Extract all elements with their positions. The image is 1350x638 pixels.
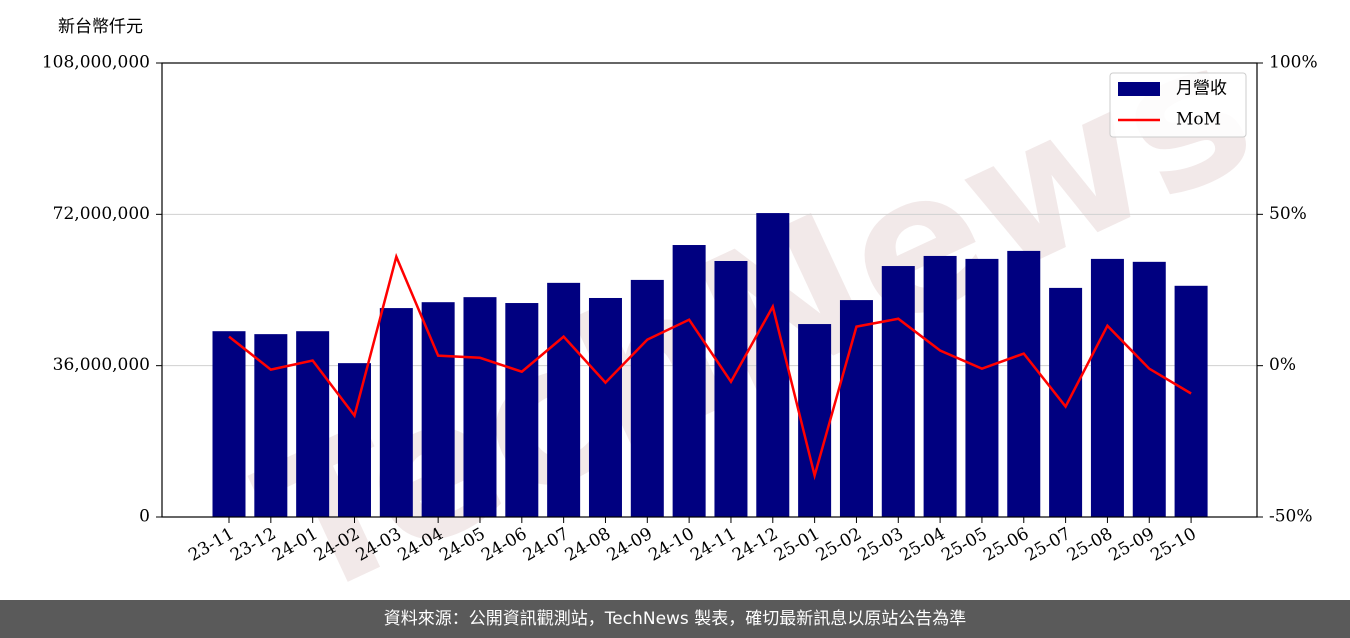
bar [630, 279, 664, 517]
bar [337, 363, 371, 517]
bar [1007, 250, 1041, 517]
bar [1049, 287, 1083, 517]
bar [965, 258, 999, 517]
x-tick-label: 23-12 [227, 524, 279, 566]
x-tick-label: 24-12 [729, 524, 781, 566]
bar [547, 282, 581, 517]
chart: TechNews 新台幣仟元 036,000,00072,000,000108,… [42, 0, 1318, 600]
bar [1132, 261, 1166, 517]
x-tick-label: 25-08 [1064, 524, 1116, 566]
line [228, 252, 1192, 481]
bar [839, 300, 873, 517]
bar [463, 297, 497, 517]
bar [254, 334, 288, 517]
x-tick-label: 24-08 [562, 524, 614, 566]
bar [756, 213, 790, 518]
bar [379, 308, 413, 517]
bar [588, 297, 622, 517]
x-tick-label: 25-07 [1022, 524, 1074, 566]
bar [1090, 258, 1124, 517]
y2-tick-label: -50% [1269, 507, 1313, 527]
y-tick-label: 36,000,000 [53, 355, 150, 375]
bar [672, 245, 706, 517]
x-tick-label: 25-02 [813, 524, 865, 566]
x-tick-label: 24-10 [645, 524, 697, 566]
x-tick-label: 25-09 [1106, 524, 1158, 566]
bar [505, 303, 539, 517]
legend-label: MoM [1176, 110, 1221, 130]
x-tick-label: 25-01 [771, 524, 823, 566]
x-tick-label: 23-11 [185, 524, 237, 566]
y-tick-label: 108,000,000 [42, 53, 150, 73]
legend-label: 月營收 [1176, 79, 1227, 99]
x-tick-label: 24-11 [687, 524, 739, 566]
y-axis-label: 新台幣仟元 [58, 17, 143, 37]
x-tick-label: 25-04 [896, 524, 948, 566]
bar [1174, 285, 1208, 517]
x-tick-label: 25-06 [980, 524, 1032, 566]
bar [881, 266, 915, 517]
bar [923, 255, 957, 517]
bar [296, 331, 330, 517]
x-tick-label: 24-09 [604, 524, 656, 566]
plot-frame [161, 62, 1258, 518]
x-tick-label: 25-05 [938, 524, 990, 566]
bar [421, 302, 455, 517]
y2-tick-label: 50% [1269, 204, 1307, 224]
bar [798, 324, 832, 517]
footer: 資料來源：公開資訊觀測站，TechNews 製表，確切最新訊息以原站公告為準 [0, 600, 1350, 638]
y2-tick-label: 0% [1269, 355, 1296, 375]
x-tick-label: 25-10 [1147, 524, 1199, 566]
y2-tick-label: 100% [1269, 53, 1318, 73]
bar [212, 331, 246, 517]
y-tick-label: 72,000,000 [53, 204, 150, 224]
bar [714, 260, 748, 517]
x-tick-label: 25-03 [855, 524, 907, 566]
legend-swatch [1118, 82, 1160, 96]
y-tick-label: 0 [139, 507, 150, 527]
